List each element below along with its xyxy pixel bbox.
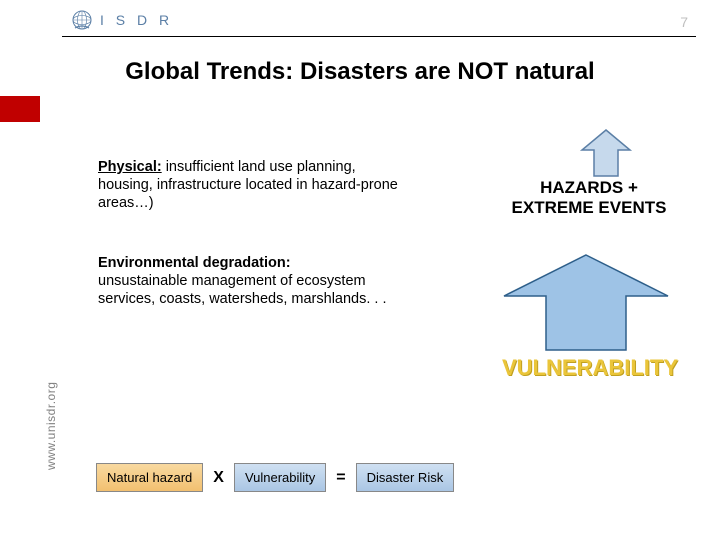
page-number: 7 (680, 14, 688, 30)
vulnerability-heading: VULNERABILITY (502, 355, 678, 381)
logo-area: I S D R (70, 8, 173, 32)
physical-label: Physical: (98, 159, 162, 175)
eq-box-disaster-risk: Disaster Risk (356, 463, 455, 492)
arrow-up-small-icon (578, 128, 634, 183)
physical-block: Physical: insufficient land use planning… (98, 158, 408, 212)
un-emblem-icon (70, 8, 94, 32)
slide-title: Global Trends: Disasters are NOT natural (0, 58, 720, 86)
env-text: unsustainable management of ecosystem se… (98, 273, 387, 307)
org-acronym: I S D R (100, 12, 173, 28)
eq-box-vulnerability: Vulnerability (234, 463, 326, 492)
eq-operator-times: X (213, 469, 224, 487)
sidebar-url: www.unisdr.org (44, 382, 58, 470)
hazards-label: HAZARDS + EXTREME EVENTS (494, 178, 684, 219)
eq-box-natural-hazard: Natural hazard (96, 463, 203, 492)
environmental-block: Environmental degradation: unsustainable… (98, 254, 408, 308)
slide-header: I S D R 7 (0, 8, 720, 38)
header-divider (62, 36, 696, 37)
hazards-line2: EXTREME EVENTS (512, 198, 667, 217)
eq-operator-equals: = (336, 469, 345, 487)
arrow-up-large-icon (498, 252, 674, 359)
env-label: Environmental degradation: (98, 255, 291, 271)
hazards-line1: HAZARDS + (540, 178, 638, 197)
accent-block (0, 96, 40, 122)
equation-row: Natural hazard X Vulnerability = Disaste… (96, 463, 454, 492)
